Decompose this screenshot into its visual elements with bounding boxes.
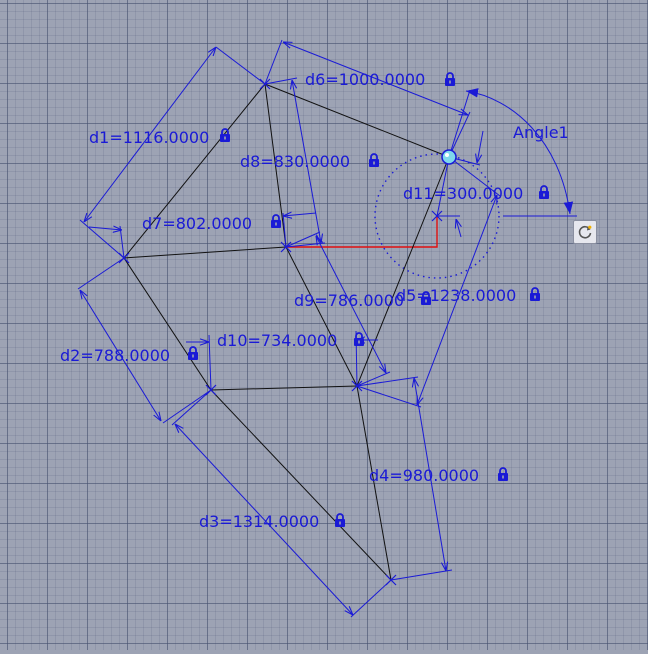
dimension-text-d7: d7=802.0000 [142, 214, 252, 233]
dimension-text-d2: d2=788.0000 [60, 346, 170, 365]
dimension-label-d4[interactable]: d4=980.0000 [369, 466, 509, 485]
dimension-label-d10[interactable]: d10=734.0000 [217, 331, 365, 350]
dimension-label-d9[interactable]: d9=786.0000 [294, 291, 432, 310]
vertex-markers[interactable] [118, 78, 443, 586]
dimension-text-d11: d11=300.0000 [403, 184, 523, 203]
selected-point-handle[interactable] [441, 149, 457, 165]
dimension-text-d4: d4=980.0000 [369, 466, 479, 485]
angle-label[interactable]: Angle1 [513, 123, 569, 142]
dimension-text-d5: d5=1238.0000 [396, 286, 516, 305]
dimension-label-d6[interactable]: d6=1000.0000 [305, 70, 456, 89]
lock-icon [334, 513, 346, 527]
dimension-text-d9: d9=786.0000 [294, 291, 404, 310]
lock-icon [538, 185, 550, 199]
dimension-label-d5[interactable]: d5=1238.0000 [396, 286, 541, 305]
lock-icon [368, 153, 380, 167]
lock-icon [529, 287, 541, 301]
dimension-label-d3[interactable]: d3=1314.0000 [199, 512, 346, 531]
lock-icon [497, 467, 509, 481]
dimension-text-d10: d10=734.0000 [217, 331, 337, 350]
dimension-label-d8[interactable]: d8=830.0000 [240, 152, 380, 171]
refresh-button[interactable] [573, 220, 597, 244]
lock-icon [444, 72, 456, 86]
dimension-text-d1: d1=1116.0000 [89, 128, 209, 147]
handle-highlight [445, 153, 449, 157]
dotted-circle [374, 153, 500, 279]
dimension-text-d8: d8=830.0000 [240, 152, 350, 171]
refresh-icon [578, 225, 592, 239]
lock-icon [353, 332, 365, 346]
dimension-text-d3: d3=1314.0000 [199, 512, 319, 531]
lock-icon [270, 214, 282, 228]
dimension-label-d7[interactable]: d7=802.0000 [142, 214, 282, 233]
dimension-graphics [77, 39, 577, 618]
dimension-label-d11[interactable]: d11=300.0000 [403, 184, 550, 203]
dimension-label-d1[interactable]: d1=1116.0000 [89, 128, 231, 147]
dimension-text-d6: d6=1000.0000 [305, 70, 425, 89]
lock-icon [219, 128, 231, 142]
lock-icon [187, 346, 199, 360]
dimension-label-d2[interactable]: d2=788.0000 [60, 346, 199, 365]
